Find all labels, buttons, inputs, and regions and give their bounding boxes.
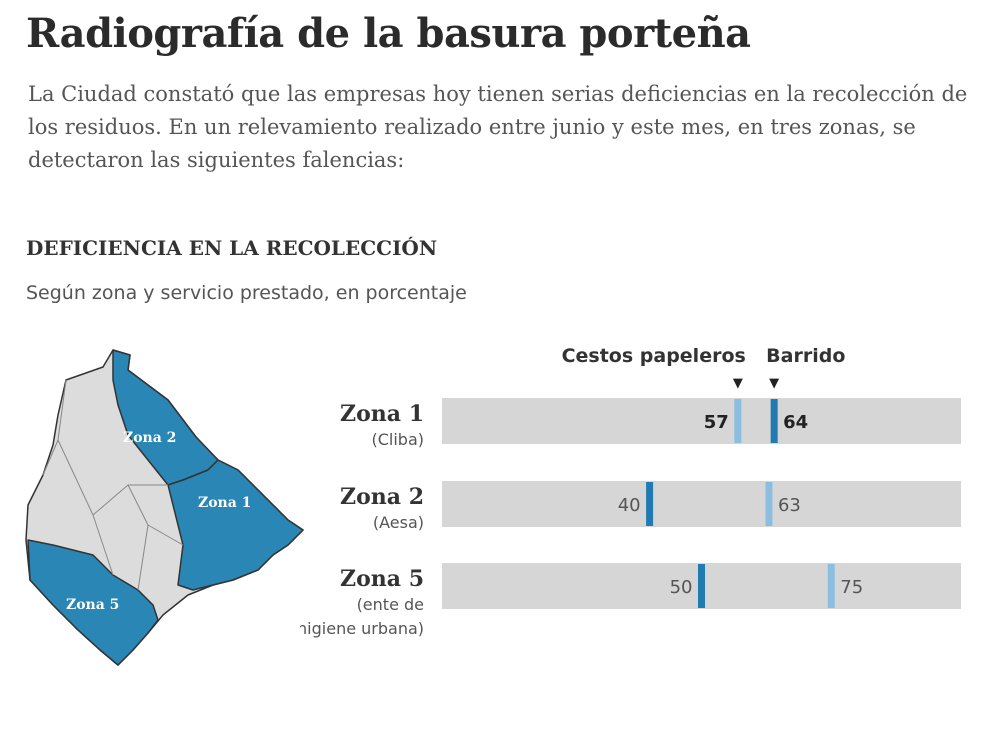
legend-label-barrido: Barrido: [766, 345, 845, 367]
category-sublabel: (ente de: [357, 595, 424, 614]
map-label-zona-5: Zona 5: [66, 597, 119, 613]
data-label: 57: [704, 412, 729, 433]
section-subtitle: Según zona y servicio prestado, en porce…: [26, 282, 467, 304]
intro-text: La Ciudad constató que las empresas hoy …: [28, 82, 968, 172]
legend-label-cestos: Cestos papeleros: [562, 345, 746, 367]
marker-cestos: [698, 564, 705, 608]
map-zone-5: [27, 539, 159, 666]
section-title: DEFICIENCIA EN LA RECOLECCIÓN: [26, 236, 438, 260]
marker-cestos: [646, 482, 654, 526]
legend-marker-cestos: ▼: [733, 376, 743, 391]
data-label: 63: [778, 495, 801, 516]
bar-track: [442, 481, 961, 527]
legend-marker-barrido: ▼: [769, 376, 779, 391]
category-label: Zona 1: [340, 401, 424, 427]
category-label: Zona 2: [340, 484, 424, 510]
bar-track: [442, 398, 961, 444]
category-sublabel: (Aesa): [373, 513, 424, 532]
marker-cestos: [734, 399, 742, 443]
marker-barrido: [765, 482, 773, 526]
zone-map: Zona 2 Zona 1 Zona 5: [25, 349, 304, 666]
data-label: 64: [783, 412, 808, 433]
marker-barrido: [827, 564, 835, 608]
category-sublabel: higiene urbana): [300, 619, 424, 638]
data-label: 75: [840, 577, 863, 598]
page-title: Radiografía de la basura porteña: [26, 10, 751, 57]
map-inner-border: [42, 379, 184, 591]
map-label-zona-1: Zona 1: [198, 495, 251, 511]
category-label: Zona 5: [340, 566, 424, 592]
category-sublabel: (Cliba): [371, 430, 424, 449]
data-label: 40: [618, 495, 641, 516]
map-zone-1: [167, 459, 304, 591]
deficiency-chart: Cestos papeleros Barrido ▼ ▼ Zona 1 (Cliba) 57…: [300, 345, 961, 638]
marker-barrido: [770, 399, 778, 443]
map-label-zona-2: Zona 2: [123, 430, 176, 446]
data-label: 50: [670, 577, 693, 598]
